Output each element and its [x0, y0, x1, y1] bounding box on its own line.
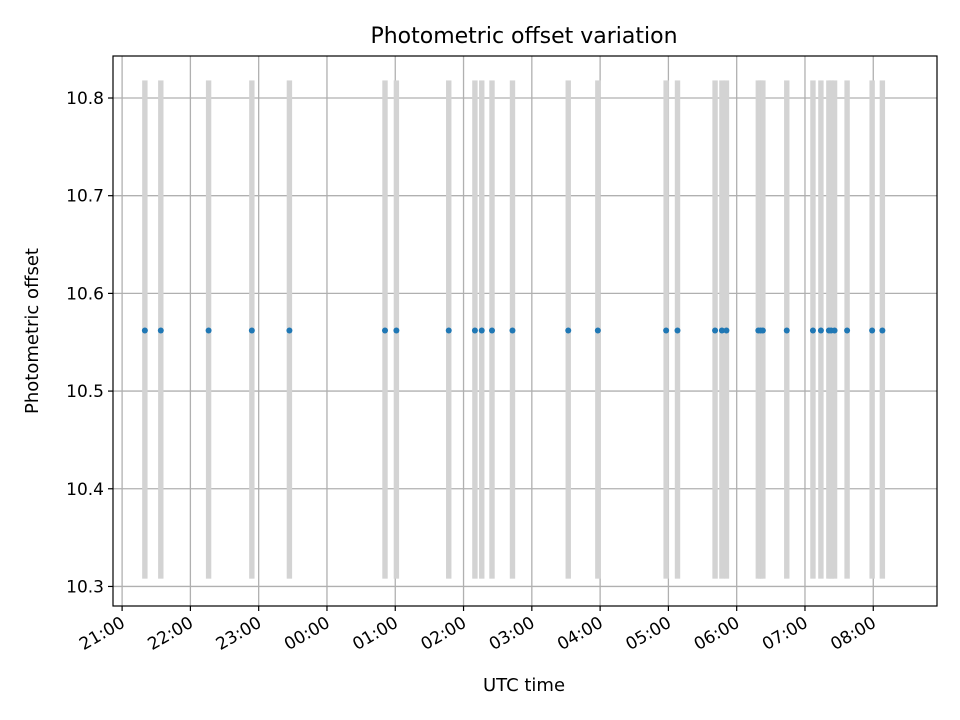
data-point	[248, 327, 255, 334]
data-point	[844, 327, 851, 334]
data-points	[141, 327, 886, 334]
y-tick-label: 10.5	[66, 382, 104, 402]
x-tick-label: 06:00	[691, 613, 743, 655]
y-tick-label: 10.8	[66, 89, 104, 109]
data-point	[831, 327, 838, 334]
data-point	[393, 327, 400, 334]
data-point	[286, 327, 293, 334]
data-point	[879, 327, 886, 334]
y-tick-label: 10.4	[66, 480, 104, 500]
data-point	[157, 327, 164, 334]
data-point	[471, 327, 478, 334]
data-point	[488, 327, 495, 334]
data-point	[817, 327, 824, 334]
x-tick-label: 01:00	[349, 613, 401, 655]
x-axis-label: UTC time	[483, 675, 565, 696]
data-point	[141, 327, 148, 334]
data-point	[565, 327, 572, 334]
data-point	[718, 327, 725, 334]
x-tick-label: 21:00	[76, 613, 128, 655]
y-tick-label: 10.3	[66, 577, 104, 597]
y-axis-label: Photometric offset	[22, 248, 43, 414]
data-point	[674, 327, 681, 334]
x-tick-label: 08:00	[827, 613, 879, 655]
x-tick-label: 00:00	[281, 613, 333, 655]
data-point	[869, 327, 876, 334]
x-axis-ticks: 21:00 22:00 23:00 00:00 01:00 02:00 03:00 04:00…	[76, 606, 880, 655]
data-point	[723, 327, 730, 334]
x-tick-label: 07:00	[759, 613, 811, 655]
data-point	[594, 327, 601, 334]
x-tick-label: 05:00	[622, 613, 674, 655]
data-point	[382, 327, 389, 334]
data-point	[712, 327, 719, 334]
chart-title: Photometric offset variation	[370, 24, 677, 49]
y-axis-ticks: 10.3 10.4 10.5 10.6 10.7 10.8	[66, 89, 113, 597]
data-point	[509, 327, 516, 334]
data-point	[205, 327, 212, 334]
data-point	[759, 327, 766, 334]
data-point	[478, 327, 485, 334]
x-tick-label: 23:00	[213, 613, 265, 655]
y-tick-label: 10.6	[66, 284, 104, 304]
data-point	[445, 327, 452, 334]
y-tick-label: 10.7	[66, 187, 104, 207]
data-point	[809, 327, 816, 334]
x-tick-label: 04:00	[554, 613, 606, 655]
x-tick-label: 03:00	[486, 613, 538, 655]
data-point	[663, 327, 670, 334]
x-tick-label: 02:00	[418, 613, 470, 655]
data-point	[783, 327, 790, 334]
plot-frame	[112, 55, 938, 607]
x-tick-label: 22:00	[144, 613, 196, 655]
